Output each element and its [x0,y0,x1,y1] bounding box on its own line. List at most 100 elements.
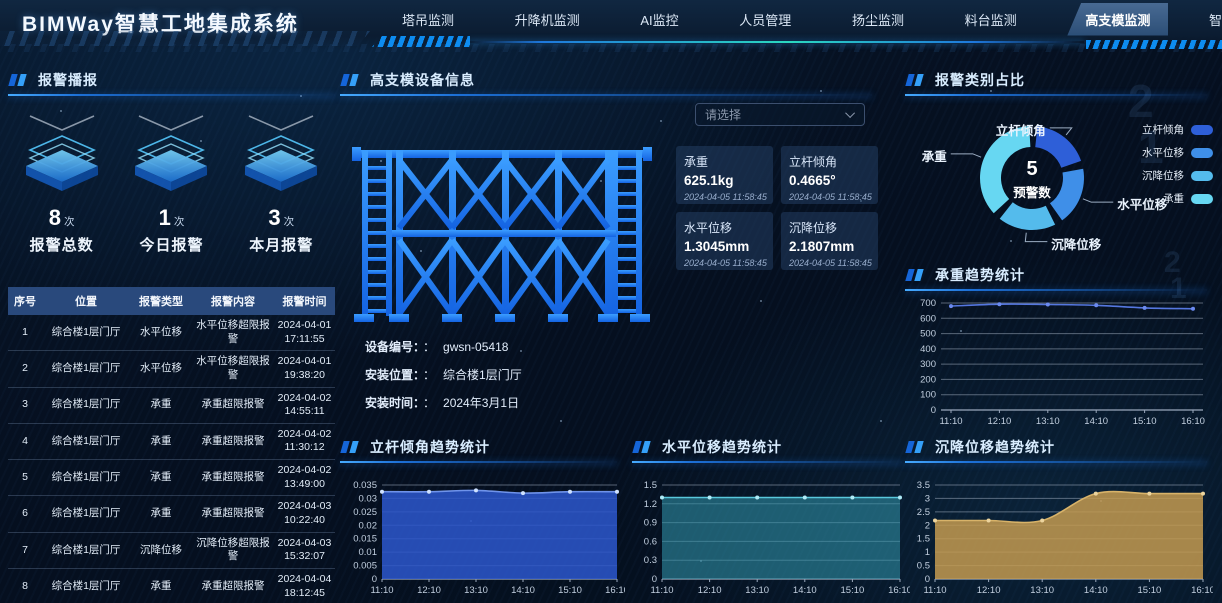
svg-text:0.01: 0.01 [359,547,378,558]
svg-text:13:10: 13:10 [464,585,488,596]
svg-text:14:10: 14:10 [511,585,535,596]
panel-underline [632,461,902,463]
svg-text:14:10: 14:10 [1084,416,1108,427]
decor-glow-line [468,41,1084,43]
panel-title: 报警播报 [38,72,98,88]
svg-text:15:10: 15:10 [558,585,582,596]
alarm-stat-2: 3 次本月报警 [230,108,333,255]
svg-text:1: 1 [925,547,930,558]
svg-text:100: 100 [920,390,936,401]
chevron-down-icon [845,108,856,119]
nav-tab-4[interactable]: 扬尘监测 [851,12,904,28]
stat-label: 今日报警 [139,237,204,254]
decor-stripes-band [0,44,1222,52]
svg-text:11:10: 11:10 [650,585,673,596]
device-select[interactable]: 请选择 [695,103,865,126]
svg-text:0: 0 [652,574,657,585]
svg-text:13:10: 13:10 [745,585,769,596]
svg-text:1.5: 1.5 [644,480,657,491]
info-colon: ： [423,340,436,354]
table-cell-time: 2024-04-04 18:12:45 [274,568,335,603]
svg-text:15:10: 15:10 [841,585,865,596]
panel-header: 水平位移趋势统计 [632,437,910,457]
table-cell: 综合楼1层门厅 [42,315,130,352]
panel-slash-icon [905,441,925,453]
panel-slash-icon [8,74,28,86]
table-cell-time: 2024-04-02 13:49:00 [274,459,335,497]
device-info-row-2: 安装时间：： 2024年3月1日 [365,394,522,411]
nav-tab-2[interactable]: AI监控 [640,12,679,28]
nav-tab-0[interactable]: 塔吊监测 [402,12,455,28]
panel-header: 高支模设备信息 [340,70,880,90]
svg-text:300: 300 [920,359,936,370]
table-cell: 综合楼1层门厅 [42,423,130,461]
panel-slash-icon [340,74,360,86]
svg-text:0.6: 0.6 [644,536,657,547]
nav-tab-5[interactable]: 料台监测 [964,12,1017,28]
legend-label: 沉降位移 [1142,170,1184,182]
info-label: 安装位置： [365,368,420,382]
table-row: 6 综合楼1层门厅 承重 承重超限报警 2024-04-03 10:22:40 [8,495,335,533]
decor-stripes-bright-left [372,36,470,47]
legend-swatch [1191,147,1213,158]
nav-tab-1[interactable]: 升降机监测 [514,12,580,28]
svg-text:0.03: 0.03 [359,493,378,504]
metric-label: 沉降位移 [789,221,838,235]
svg-text:11:10: 11:10 [939,416,962,427]
table-cell: 7 [8,532,42,569]
svg-text:16:10: 16:10 [605,585,625,596]
table-row: 3 综合楼1层门厅 承重 承重超限报警 2024-04-02 14:55:11 [8,387,335,424]
table-cell: 综合楼1层门厅 [42,495,130,533]
svg-text:0.005: 0.005 [353,561,377,572]
panel-title: 承重趋势统计 [935,267,1025,283]
svg-text:600: 600 [920,313,936,324]
stat-unit: 次 [64,216,75,228]
legend-item-1[interactable]: 水平位移 [1142,141,1213,164]
table-cell: 5 [8,459,42,497]
table-cell: 2 [8,350,42,388]
device-info-list: 设备编号：： gwsn-05418 安装位置：：综合楼1层门厅 安装时间：： 2024年… [365,338,522,422]
table-cell-time: 2024-04-02 11:30:12 [274,423,335,461]
svg-text:500: 500 [920,329,936,340]
panel-header: 立杆倾角趋势统计 [340,437,625,457]
nav: 塔吊监测 升降机监测 AI监控 人员管理 扬尘监测 料台监测 高支模监测 智 [392,0,1222,38]
metric-cards: 承重 625.1kg 2024-04-05 11:58:45 立杆倾角 0.4665° 2… [676,146,880,270]
svg-text:0.035: 0.035 [353,480,377,491]
panel-underline [340,461,617,463]
svg-text:1.5: 1.5 [917,534,930,545]
panel-underline [340,94,872,96]
legend-item-0[interactable]: 立杆倾角 [1142,118,1213,141]
info-value: gwsn-05418 [443,340,509,354]
table-cell: 沉降位移 [130,532,192,569]
alarm-table-head: 序号 位置 报警类型 报警内容 报警时间 [8,287,335,315]
alarm-category-donut [950,126,1114,243]
svg-text:3.5: 3.5 [917,480,930,491]
nav-tab-3[interactable]: 人员管理 [739,12,792,28]
alarm-table-body: 1 综合楼1层门厅 水平位移 水平位移超限报警 2024-04-01 17:11:55 2 综… [8,315,335,603]
legend-item-2[interactable]: 沉降位移 [1142,164,1213,187]
svg-text:700: 700 [920,298,936,309]
panel-underline [905,289,1207,291]
panel-title: 沉降位移趋势统计 [935,439,1055,455]
decor-stripes-bright-right [1086,40,1222,49]
table-cell: 承重超限报警 [192,495,274,533]
legend-label: 立杆倾角 [1142,124,1184,136]
svg-text:0.015: 0.015 [353,534,377,545]
stat-unit: 次 [283,216,295,228]
svg-text:11:10: 11:10 [370,585,393,596]
stacked-diamond-icon [230,108,333,199]
nav-tab-7[interactable]: 智 [1208,12,1222,28]
table-cell: 承重 [130,387,192,424]
stat-label: 本月报警 [249,237,314,254]
panel-title: 高支模设备信息 [370,72,475,88]
metric-timestamp: 2024-04-05 11:58:45 [789,258,872,268]
svg-text:0: 0 [925,574,930,585]
table-cell: 沉降位移超限报警 [192,532,274,569]
legend-item-3[interactable]: 承重 [1142,187,1213,210]
nav-tab-6[interactable]: 高支模监测 [1067,2,1169,36]
svg-text:3: 3 [925,493,930,504]
table-row: 2 综合楼1层门厅 水平位移 水平位移超限报警 2024-04-01 19:38:20 [8,350,335,388]
device-info-panel: 高支模设备信息 请选择 承重 625.1kg 2024-04-05 11:58:45… [340,70,880,430]
